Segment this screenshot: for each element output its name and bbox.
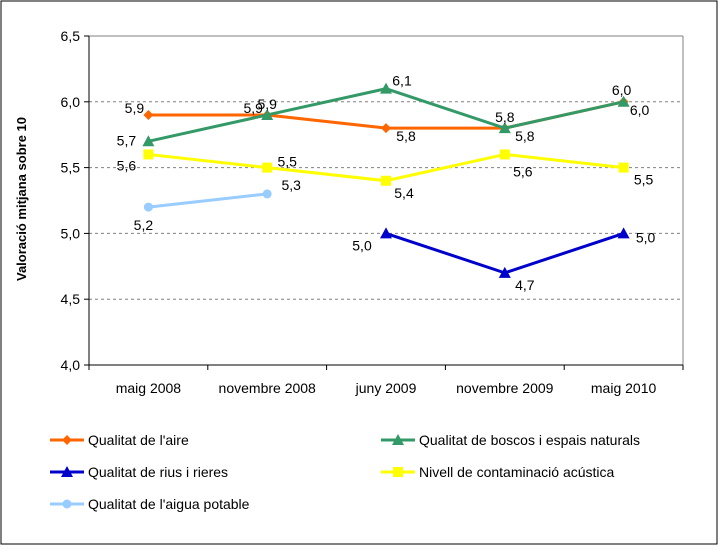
y-tick-label: 4,5 [61, 291, 81, 307]
series-4-point [618, 162, 629, 173]
legend-label: Nivell de contaminació acústica [419, 464, 615, 480]
series-5-data-label: 5,2 [134, 217, 154, 233]
series-1-data-label: 6,0 [612, 82, 632, 98]
y-axis-title: Valoració mitjana sobre 10 [14, 117, 29, 281]
series-5-point [143, 202, 153, 212]
series-1-data-label: 5,9 [243, 100, 263, 116]
grid-layer [89, 35, 684, 365]
legend-marker [62, 435, 72, 445]
series-layer [142, 82, 630, 278]
series-2-data-label: 6,1 [392, 73, 412, 89]
x-tick-label: maig 2010 [591, 380, 657, 396]
series-1-data-label: 5,8 [515, 128, 535, 144]
series-3-data-label: 5,0 [636, 229, 656, 245]
series-4-data-label: 5,4 [394, 185, 414, 201]
legend-marker [62, 499, 72, 509]
series-4-group [143, 149, 629, 186]
y-tick-label: 6,0 [61, 94, 81, 110]
x-tick-label: novembre 2008 [219, 380, 317, 396]
series-4-data-label: 5,6 [117, 157, 137, 173]
series-1-point [381, 123, 391, 134]
legend-item-1: Qualitat de l'aire [50, 432, 189, 448]
series-3-data-label: 5,0 [352, 237, 372, 253]
legend-item-3: Qualitat de rius i rieres [50, 464, 228, 480]
x-tick-label: novembre 2009 [456, 380, 554, 396]
series-1-point [143, 109, 154, 120]
series-5-line [148, 192, 268, 209]
series-4-point [499, 149, 510, 160]
series-3-point [380, 227, 392, 239]
series-1-data-label: 5,8 [396, 128, 416, 144]
y-tick-label: 5,0 [61, 225, 81, 241]
series-4-point [143, 149, 154, 160]
y-tick-label: 6,5 [61, 28, 81, 44]
series-3-group [380, 227, 630, 278]
series-3-data-label: 4,7 [515, 277, 535, 293]
series-3-point [617, 227, 630, 239]
series-2-point [617, 95, 630, 107]
series-4-data-label: 5,5 [277, 154, 297, 170]
series-4-data-label: 5,5 [634, 172, 654, 188]
series-2-point [380, 82, 392, 94]
series-4-point [262, 162, 273, 173]
series-5-data-label: 5,3 [281, 177, 301, 193]
series-1-data-label: 5,9 [125, 100, 145, 116]
series-2-data-label: 5,8 [495, 109, 515, 125]
legend-marker [392, 434, 404, 445]
legend-item-2: Qualitat de boscos i espais naturals [381, 432, 640, 448]
series-4-data-label: 5,6 [513, 163, 533, 179]
series-3-point [498, 266, 511, 278]
series-2-data-label: 5,7 [117, 132, 137, 148]
series-2-point [261, 108, 274, 120]
legend-label: Qualitat de l'aigua potable [88, 496, 250, 512]
x-tick-label: maig 2008 [116, 380, 182, 396]
x-tick-label: juny 2009 [355, 380, 417, 396]
legend: Qualitat de l'aire Qualitat de boscos i e… [50, 432, 640, 512]
series-5-point [262, 189, 272, 199]
y-tick-label: 5,5 [61, 160, 81, 176]
legend-label: Qualitat de rius i rieres [88, 464, 228, 480]
series-2-group [142, 82, 630, 147]
series-2-data-label: 6,0 [630, 102, 650, 118]
legend-label: Qualitat de l'aire [88, 432, 189, 448]
series-2-point [142, 135, 155, 147]
series-2-data-label: 5,9 [257, 96, 277, 112]
legend-marker [61, 466, 73, 477]
y-tick-label: 4,0 [61, 357, 81, 373]
legend-label: Qualitat de boscos i espais naturals [419, 432, 640, 448]
legend-item-4: Nivell de contaminació acústica [381, 464, 615, 480]
series-5-group [143, 189, 272, 212]
axis-layer: 4,0 4,5 5,0 5,5 6,0 6,5 maig 2008 novembre 2008… [61, 28, 684, 396]
series-2-point [498, 122, 511, 134]
data-label-layer: 5,9 5,95,8 5,86,05,75,96,15,8 6,05,04,75,05… [117, 73, 656, 293]
series-4-point [381, 175, 391, 186]
legend-marker [393, 467, 403, 477]
legend-item-5: Qualitat de l'aigua potable [50, 496, 250, 512]
